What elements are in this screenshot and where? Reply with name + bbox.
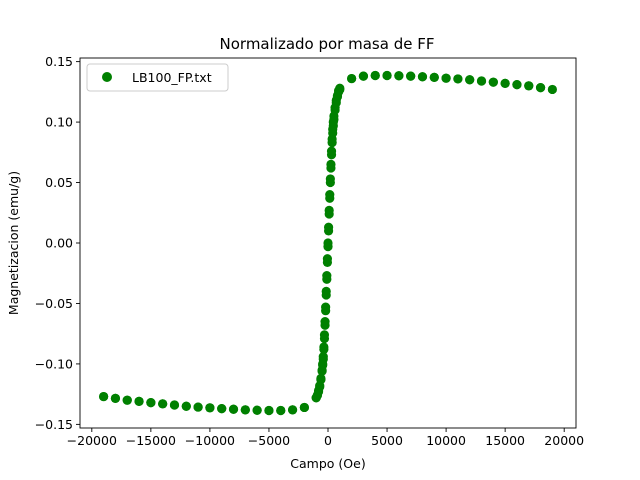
data-point: [321, 306, 331, 316]
data-point: [417, 72, 428, 82]
data-point: [217, 404, 227, 414]
data-point: [524, 81, 534, 91]
plot-area: −20000 −15000 −10000 −5000 0 5000 10000 15000 20…: [35, 54, 584, 448]
data-point: [453, 74, 463, 84]
x-tick-label: −20000: [67, 433, 117, 448]
data-point: [547, 84, 557, 95]
data-point: [465, 75, 475, 85]
data-point: [320, 320, 330, 330]
y-tick-label: 0.15: [45, 54, 73, 69]
data-point: [441, 73, 451, 83]
data-point: [317, 366, 327, 376]
legend-marker: [102, 72, 112, 82]
x-axis-ticks: −20000 −15000 −10000 −5000 0 5000 10000 15000 20…: [67, 428, 584, 448]
data-point: [311, 393, 321, 403]
data-point: [146, 398, 156, 408]
data-point: [205, 403, 215, 413]
data-point: [193, 402, 203, 412]
data-point: [535, 83, 546, 93]
data-point: [316, 375, 326, 385]
x-tick-label: 0: [324, 433, 332, 448]
data-point: [325, 193, 335, 203]
data-point: [476, 76, 487, 86]
data-point: [110, 393, 121, 403]
data-point: [488, 77, 498, 87]
x-tick-label: 10000: [426, 433, 466, 448]
data-point: [331, 98, 341, 108]
data-point: [429, 72, 439, 82]
data-point: [500, 78, 510, 88]
data-point: [122, 395, 132, 405]
legend-label: LB100_FP.txt: [132, 70, 212, 85]
data-point: [323, 226, 334, 236]
legend-box: [86, 63, 229, 92]
y-tick-label: 0.05: [45, 175, 73, 190]
data-point: [264, 405, 274, 416]
data-point: [328, 128, 338, 138]
data-point: [358, 71, 369, 81]
x-axis-label: Campo (Oe): [290, 456, 365, 471]
data-point: [319, 344, 329, 355]
x-tick-label: 5000: [371, 433, 403, 448]
data-point: [325, 177, 335, 188]
data-point: [299, 402, 309, 413]
data-point: [321, 290, 331, 300]
data-point: [228, 404, 239, 414]
data-point: [326, 163, 336, 173]
x-tick-label: −5000: [248, 433, 290, 448]
data-point: [322, 257, 333, 267]
data-point: [240, 405, 250, 415]
data-point: [158, 399, 168, 409]
x-tick-label: 15000: [485, 433, 525, 448]
legend: LB100_FP.txt: [86, 63, 229, 92]
data-point: [324, 209, 334, 219]
y-tick-label: 0.00: [45, 236, 73, 251]
data-point: [134, 396, 144, 406]
data-point: [323, 242, 333, 252]
chart-title: Normalizado por masa de FF: [220, 35, 435, 53]
y-axis-label: Magnetizacion (emu/g): [6, 171, 21, 315]
data-point: [326, 150, 337, 160]
data-point: [287, 405, 298, 415]
data-point: [181, 401, 191, 411]
data-point: [406, 71, 416, 81]
y-tick-label: −0.05: [35, 296, 73, 311]
data-point: [382, 70, 392, 81]
x-tick-label: −15000: [126, 433, 176, 448]
data-point: [370, 70, 380, 81]
data-point: [330, 105, 340, 115]
data-point: [319, 333, 330, 344]
data-point: [322, 274, 332, 284]
axes-frame: [79, 57, 577, 429]
data-point: [512, 80, 522, 90]
data-point: [328, 121, 338, 131]
data-point: [276, 405, 286, 416]
data-point: [99, 391, 109, 402]
y-tick-label: −0.10: [35, 356, 73, 371]
data-point: [347, 73, 357, 84]
y-tick-label: 0.10: [45, 115, 73, 130]
data-point: [327, 138, 337, 148]
y-tick-label: −0.15: [35, 417, 73, 432]
data-points: [99, 70, 557, 416]
y-axis-ticks: −0.15 −0.10 −0.05 0.00 0.05 0.10 0.15: [35, 54, 80, 432]
data-point: [394, 71, 404, 81]
data-point: [252, 405, 262, 415]
x-tick-label: −10000: [185, 433, 235, 448]
data-point: [169, 400, 180, 410]
x-tick-label: 20000: [544, 433, 584, 448]
